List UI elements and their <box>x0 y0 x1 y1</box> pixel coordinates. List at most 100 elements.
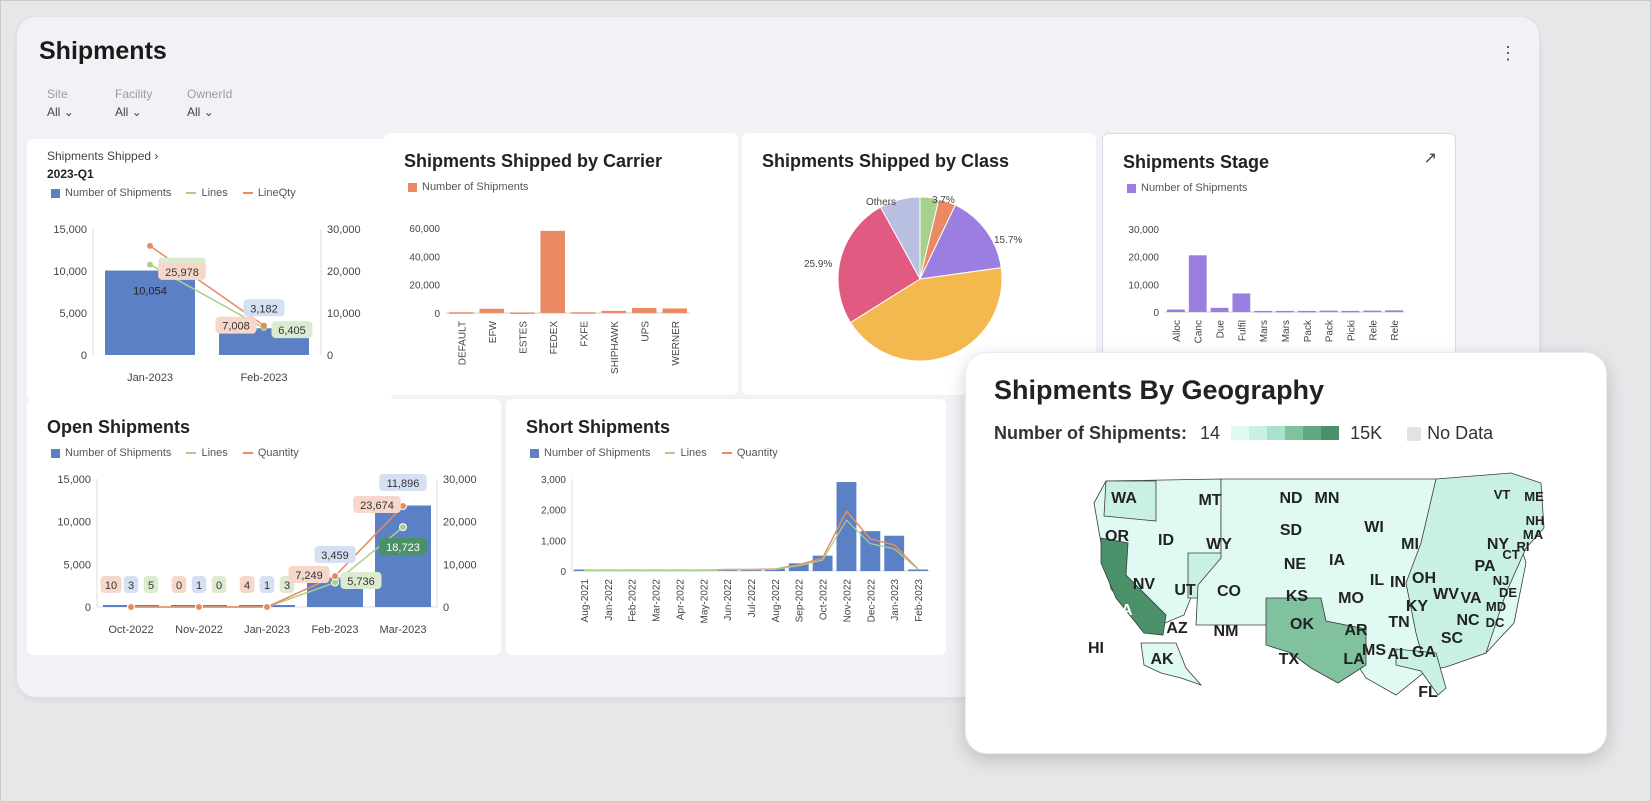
card-short-shipments[interactable]: Short Shipments Number of Shipments Line… <box>506 399 946 655</box>
bar[interactable] <box>540 230 566 313</box>
series-point[interactable] <box>261 322 267 329</box>
map-region-tx[interactable] <box>1265 597 1367 684</box>
state-label: TX <box>1279 651 1300 668</box>
series-line <box>583 519 919 572</box>
series-point[interactable] <box>399 523 407 532</box>
bar[interactable] <box>884 535 905 571</box>
bar[interactable] <box>1167 309 1185 312</box>
dashboard-panel: Shipments ⋮ Site All ⌄ Facility All ⌄ Ow… <box>16 16 1540 698</box>
legend-label: Number of Shipments: <box>994 423 1188 443</box>
bar[interactable] <box>836 482 857 571</box>
axis-tick-label: 0 <box>443 602 449 614</box>
bar[interactable] <box>479 308 505 313</box>
more-options-icon[interactable]: ⋮ <box>1499 43 1517 63</box>
pie-slice[interactable] <box>849 267 1003 362</box>
bar[interactable] <box>1363 310 1382 313</box>
state-label: AK <box>1150 651 1174 668</box>
bar[interactable] <box>1341 310 1360 313</box>
filter-facility[interactable]: Facility All ⌄ <box>115 87 152 119</box>
card-title: Short Shipments <box>526 417 671 437</box>
bar[interactable] <box>1385 310 1403 312</box>
pie-slice[interactable] <box>919 204 1002 280</box>
series-point[interactable] <box>263 602 271 611</box>
filter-ownerid[interactable]: OwnerId All ⌄ <box>187 87 232 119</box>
bar[interactable] <box>449 312 474 314</box>
bar[interactable] <box>1232 293 1251 312</box>
card-carrier[interactable]: Shipments Shipped by Carrier Number of S… <box>384 133 738 395</box>
chart-legend: Number of Shipments <box>408 181 528 193</box>
bar[interactable] <box>1254 310 1273 313</box>
x-tick-label: Aug-2022 <box>771 579 782 623</box>
state-label: KY <box>1406 598 1429 615</box>
bar[interactable] <box>601 310 627 313</box>
map-region-ak[interactable] <box>1140 642 1203 686</box>
state-label: ME <box>1524 489 1544 504</box>
legend-item: Number of Shipments <box>1141 182 1248 194</box>
state-label: DC <box>1486 615 1505 630</box>
bar[interactable] <box>105 270 195 355</box>
period-label: 2023-Q1 <box>47 167 94 181</box>
state-label: VT <box>1494 487 1511 502</box>
axis-tick-label: 20,000 <box>443 517 477 529</box>
x-tick-label: Due <box>1216 320 1227 339</box>
legend-line <box>186 452 197 455</box>
bar[interactable] <box>1319 310 1338 313</box>
bar[interactable] <box>788 563 809 571</box>
axis-tick-label: 0 <box>81 350 87 362</box>
series-point[interactable] <box>127 602 135 611</box>
card-open-shipments[interactable]: Open Shipments Number of Shipments Lines… <box>27 399 501 655</box>
shipped-chart[interactable]: 15,000 10,000 5,000 0 30,000 20,000 10,000 0 Jan… <box>27 139 392 401</box>
short-chart[interactable]: 3,000 2,000 1,000 0 Aug-2021 Jan-2022 Feb-2022… <box>506 399 946 655</box>
map-region-east[interactable] <box>1405 472 1545 672</box>
bar[interactable] <box>662 308 688 313</box>
stage-chart[interactable]: 30,000 20,000 10,000 0 Alloc Canc Due Fulfil Mar… <box>1103 134 1455 396</box>
filter-site[interactable]: Site All ⌄ <box>47 87 74 119</box>
card-by-class[interactable]: Shipments Shipped by Class Others 3.7% 15.… <box>742 133 1096 395</box>
carrier-chart[interactable]: 60,000 40,000 20,000 0 DEFAULT EFW ESTES FEDEX F… <box>384 133 738 395</box>
data-label: 3,182 <box>250 303 278 315</box>
state-label: UT <box>1174 582 1196 599</box>
bar[interactable] <box>632 308 657 313</box>
bar[interactable] <box>375 505 431 607</box>
bar[interactable] <box>1188 255 1207 312</box>
bar[interactable] <box>908 569 928 571</box>
data-label: 1 <box>196 580 202 592</box>
drilldown-link[interactable]: Shipments Shipped › <box>47 149 158 163</box>
series-point[interactable] <box>147 261 153 268</box>
legend-swatch <box>530 448 539 458</box>
state-label: ND <box>1279 490 1302 507</box>
x-tick-label: Jul-2022 <box>747 579 758 618</box>
bar[interactable] <box>1276 310 1294 313</box>
axis-tick-label: 5,000 <box>63 559 91 571</box>
card-shipments-shipped[interactable]: Shipments Shipped › 2023-Q1 Number of Sh… <box>27 139 392 401</box>
state-label: MN <box>1315 490 1340 507</box>
expand-icon[interactable]: ↗ <box>1423 150 1437 167</box>
map-region-ca[interactable] <box>1100 537 1167 636</box>
state-label: SC <box>1441 630 1464 647</box>
bar[interactable] <box>1210 307 1229 312</box>
bar[interactable] <box>860 531 881 571</box>
x-tick-label: FEDEX <box>549 321 560 355</box>
series-point[interactable] <box>147 242 153 249</box>
series-point[interactable] <box>195 603 203 611</box>
bar[interactable] <box>1297 310 1316 313</box>
state-label: WY <box>1206 536 1232 553</box>
map-region-wa[interactable] <box>1103 480 1157 522</box>
card-geography[interactable]: Shipments By Geography Number of Shipmen… <box>965 352 1607 754</box>
series-point[interactable] <box>331 572 339 581</box>
pie-slice[interactable] <box>837 206 921 324</box>
state-label: VA <box>1460 590 1481 607</box>
filter-value: All <box>47 105 61 119</box>
bar[interactable] <box>571 312 596 314</box>
state-label: SD <box>1280 522 1302 539</box>
data-label: 10,054 <box>133 286 167 298</box>
state-label: NM <box>1214 623 1239 640</box>
open-chart[interactable]: 15,000 10,000 5,000 0 30,000 20,000 10,000 0 Oct… <box>27 399 501 655</box>
no-data-swatch <box>1407 427 1422 442</box>
bar[interactable] <box>510 312 535 314</box>
class-pie-chart[interactable]: Others 3.7% 15.7% 25.9% <box>742 133 1096 395</box>
series-point[interactable] <box>331 578 339 587</box>
x-tick-label: Mars <box>1281 320 1292 342</box>
map-region-fl[interactable] <box>1395 648 1447 696</box>
